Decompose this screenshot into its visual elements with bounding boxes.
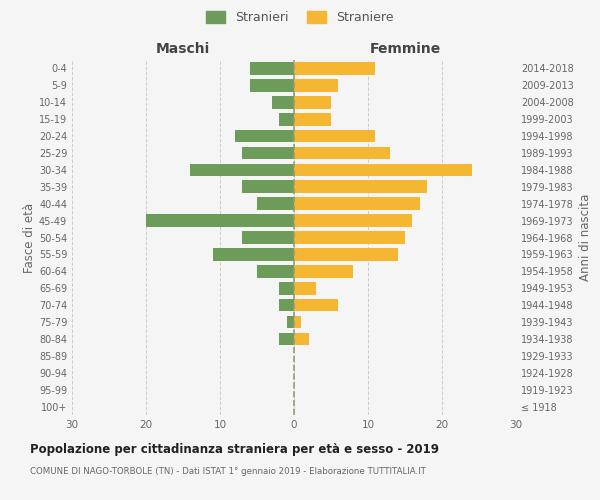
Bar — [294, 96, 331, 108]
Bar — [294, 316, 301, 328]
Text: COMUNE DI NAGO-TORBOLE (TN) - Dati ISTAT 1° gennaio 2019 - Elaborazione TUTTITAL: COMUNE DI NAGO-TORBOLE (TN) - Dati ISTAT… — [30, 468, 426, 476]
Bar — [235, 130, 294, 142]
Bar — [294, 79, 338, 92]
Bar — [272, 96, 294, 108]
Bar — [294, 282, 316, 294]
Bar — [294, 198, 420, 210]
Bar — [294, 299, 338, 312]
Bar — [294, 332, 309, 345]
Bar — [250, 79, 294, 92]
Bar — [294, 113, 331, 126]
Bar — [242, 231, 294, 244]
Text: Femmine: Femmine — [370, 42, 440, 56]
Text: Popolazione per cittadinanza straniera per età e sesso - 2019: Popolazione per cittadinanza straniera p… — [30, 442, 439, 456]
Bar — [279, 113, 294, 126]
Bar — [146, 214, 294, 227]
Y-axis label: Fasce di età: Fasce di età — [23, 202, 36, 272]
Bar — [294, 164, 472, 176]
Bar — [294, 180, 427, 193]
Bar — [250, 62, 294, 75]
Bar — [294, 248, 398, 260]
Bar — [257, 265, 294, 278]
Bar — [287, 316, 294, 328]
Bar — [190, 164, 294, 176]
Bar — [279, 282, 294, 294]
Bar — [279, 299, 294, 312]
Bar — [294, 265, 353, 278]
Bar — [294, 146, 390, 160]
Bar — [242, 146, 294, 160]
Bar — [294, 130, 376, 142]
Text: Maschi: Maschi — [156, 42, 210, 56]
Bar — [279, 332, 294, 345]
Bar — [212, 248, 294, 260]
Bar — [242, 180, 294, 193]
Bar — [257, 198, 294, 210]
Legend: Stranieri, Straniere: Stranieri, Straniere — [206, 11, 394, 24]
Bar — [294, 231, 405, 244]
Bar — [294, 62, 376, 75]
Y-axis label: Anni di nascita: Anni di nascita — [579, 194, 592, 281]
Bar — [294, 214, 412, 227]
